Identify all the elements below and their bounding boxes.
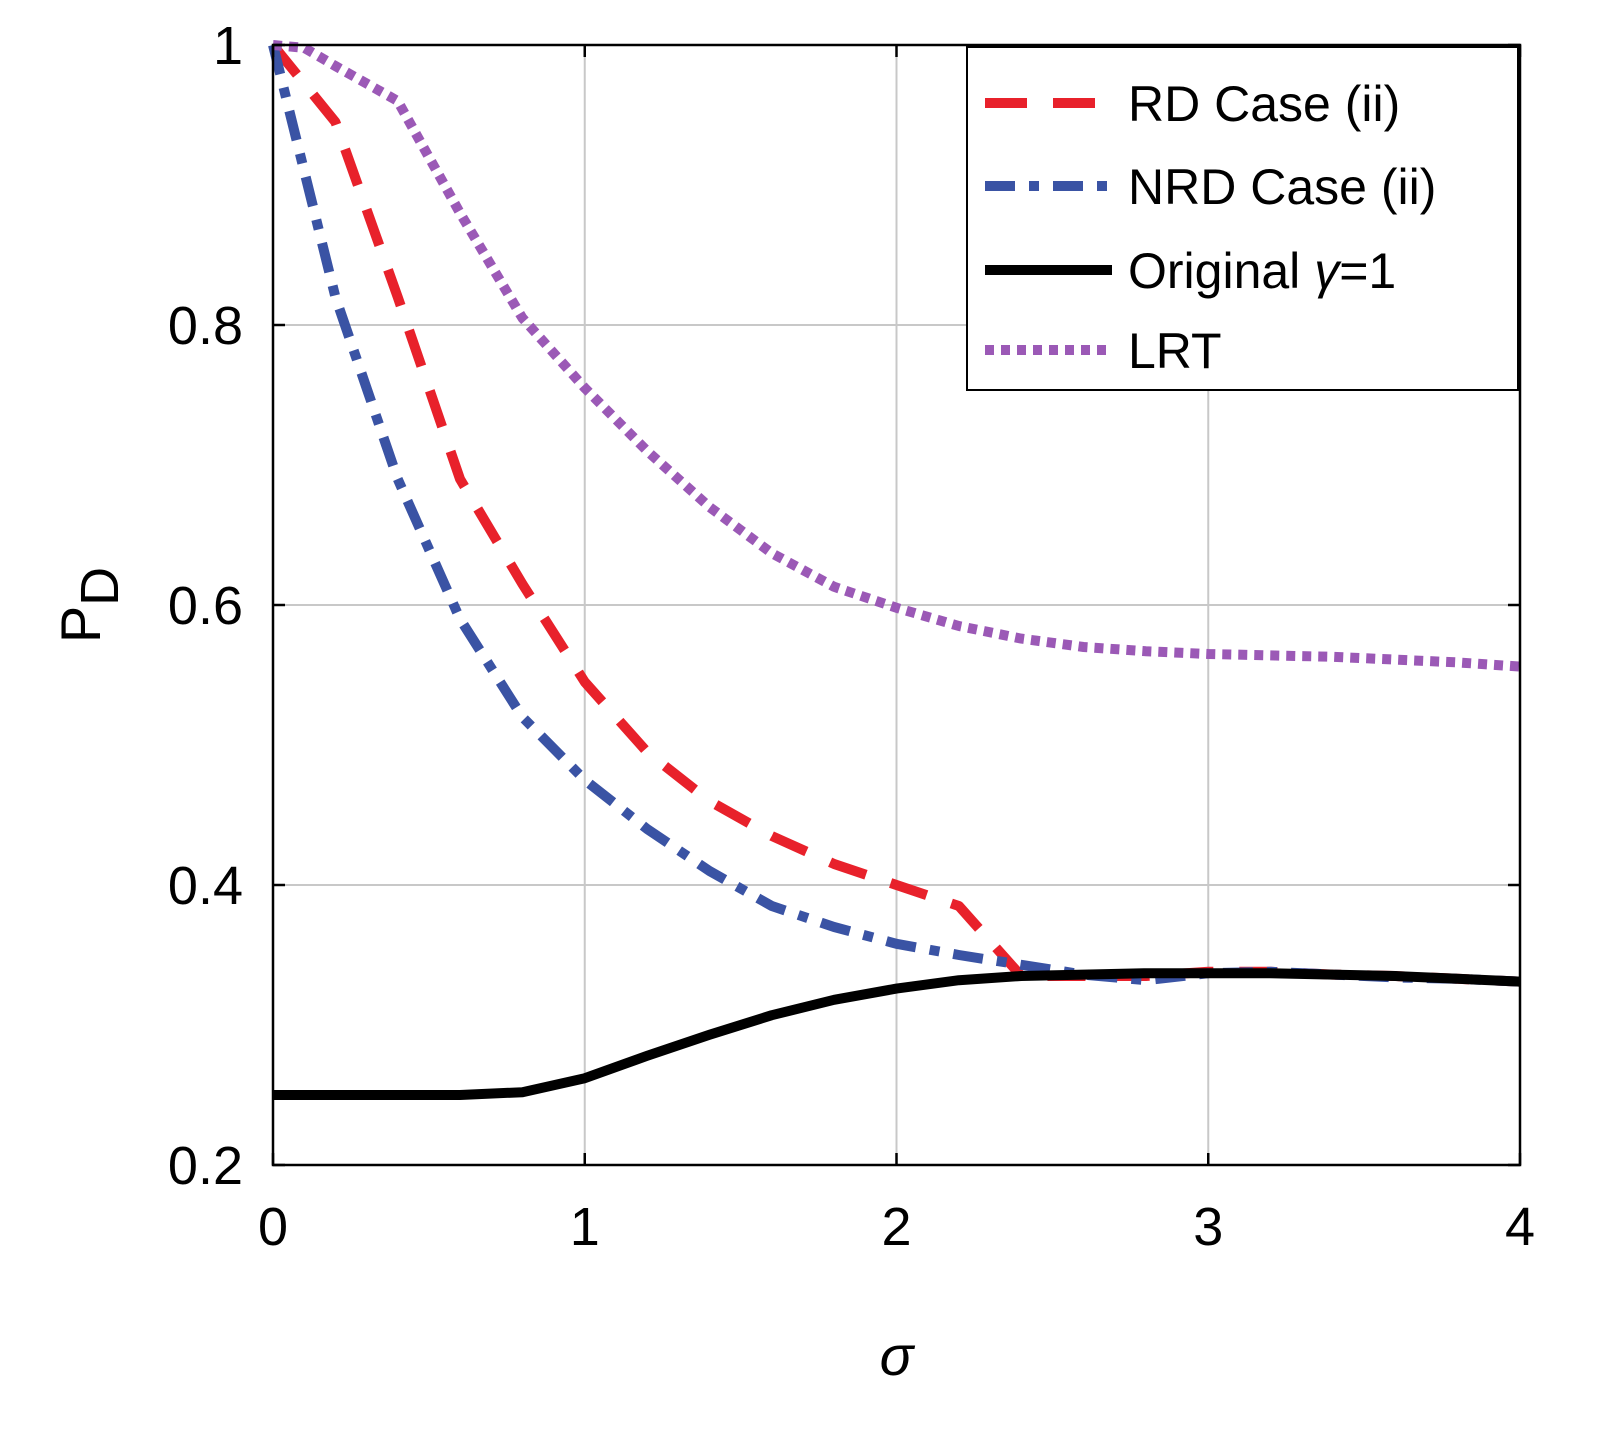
y-tick-label: 1 xyxy=(213,16,243,76)
tick-labels: 0 1 2 3 4 0.2 0.4 0.6 0.8 1 xyxy=(168,16,1535,1257)
series-layer xyxy=(268,40,1521,1100)
legend-label-3: LRT xyxy=(1128,323,1222,379)
legend-label-symbol: γ xyxy=(1314,243,1342,299)
y-axis-label-subscript: D xyxy=(70,567,130,606)
y-tick-label: 0.8 xyxy=(168,296,243,356)
y-axis-label: PD xyxy=(49,567,130,643)
legend-label-text: RD Case (ii) xyxy=(1128,76,1400,132)
legend-label-text: LRT xyxy=(1128,323,1222,379)
series-line-2 xyxy=(273,968,1521,1100)
legend-label-1: NRD Case (ii) xyxy=(1128,159,1436,215)
y-axis-label-main: P xyxy=(49,606,112,643)
x-tick-label: 0 xyxy=(258,1197,288,1257)
legend: RD Case (ii) NRD Case (ii) Original γ=1 LRT xyxy=(966,46,1519,391)
x-tick-label: 3 xyxy=(1193,1197,1223,1257)
legend-label-suffix: =1 xyxy=(1339,243,1396,299)
y-tick-label: 0.4 xyxy=(168,856,243,916)
x-tick-label: 4 xyxy=(1505,1197,1535,1257)
x-tick-label: 2 xyxy=(881,1197,911,1257)
legend-label-text: Original xyxy=(1128,243,1314,299)
series-line-3 xyxy=(272,40,1521,672)
legend-label-2: Original γ=1 xyxy=(1128,243,1396,299)
legend-label-text: NRD Case (ii) xyxy=(1128,159,1436,215)
y-tick-label: 0.2 xyxy=(168,1136,243,1196)
x-axis-label: σ xyxy=(880,1324,916,1387)
svg-text:PD: PD xyxy=(49,567,130,643)
x-tick-label: 1 xyxy=(570,1197,600,1257)
legend-label-0: RD Case (ii) xyxy=(1128,76,1400,132)
y-tick-label: 0.6 xyxy=(168,576,243,636)
legend-entries: RD Case (ii) NRD Case (ii) Original γ=1 LRT xyxy=(985,76,1436,379)
